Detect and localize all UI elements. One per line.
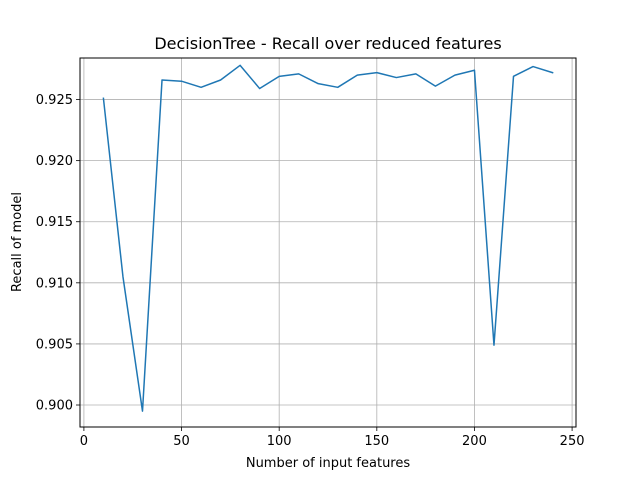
plot-frame xyxy=(79,57,577,428)
y-tick-label: 0.915 xyxy=(36,215,73,230)
x-axis-label: Number of input features xyxy=(246,456,411,471)
y-tick-label: 0.905 xyxy=(36,337,73,352)
x-tick-label: 0 xyxy=(80,434,88,449)
grid-lines xyxy=(80,58,576,427)
y-axis-ticks: 0.900 0.905 0.910 0.915 0.920 0.925 xyxy=(36,93,80,414)
x-tick-label: 100 xyxy=(267,434,292,449)
y-tick-label: 0.920 xyxy=(36,154,73,169)
y-tick-label: 0.925 xyxy=(36,93,73,108)
y-tick-label: 0.910 xyxy=(36,276,73,291)
y-tick-label: 0.900 xyxy=(36,399,73,414)
series-layer xyxy=(102,64,554,412)
y-axis-label: Recall of model xyxy=(10,192,25,292)
x-axis-ticks: 0 50 100 150 200 250 xyxy=(80,427,585,449)
series-line xyxy=(102,64,554,412)
chart-title: DecisionTree - Recall over reduced featu… xyxy=(154,34,501,53)
x-tick-label: 200 xyxy=(462,434,487,449)
x-tick-label: 150 xyxy=(364,434,389,449)
x-tick-label: 50 xyxy=(173,434,190,449)
x-tick-label: 250 xyxy=(560,434,585,449)
